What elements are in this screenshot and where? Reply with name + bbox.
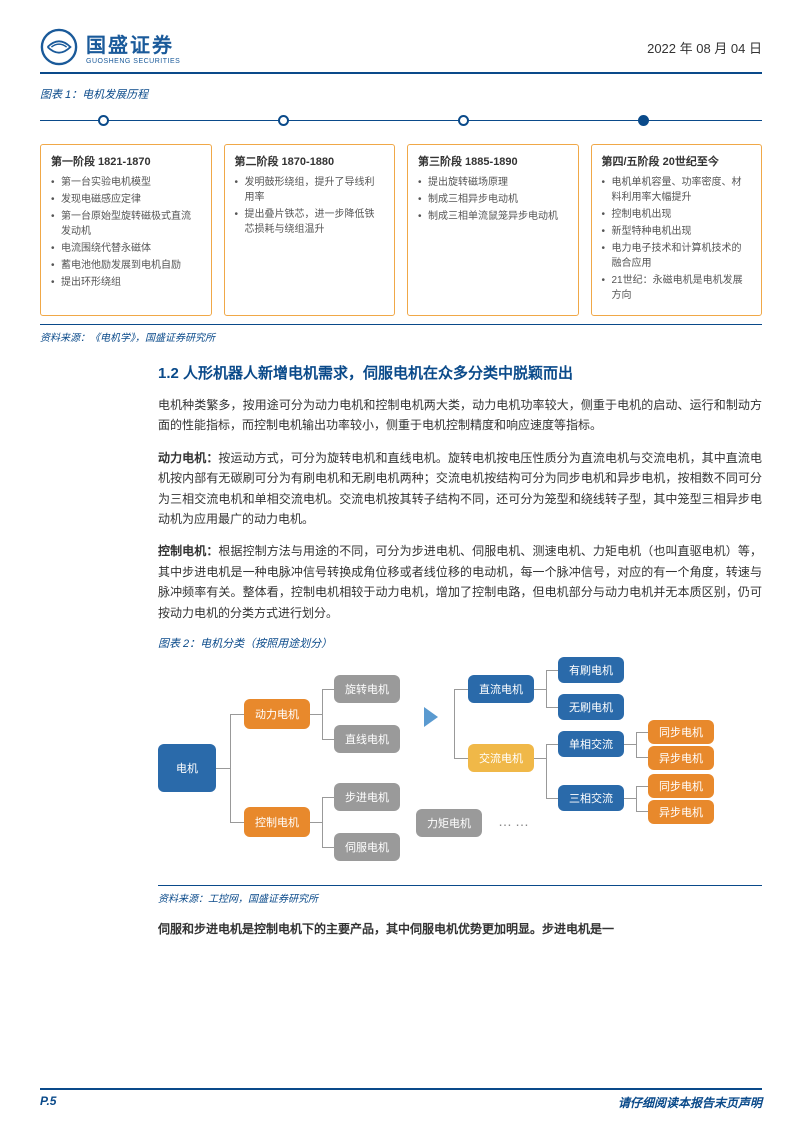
company-name-en: GUOSHENG SECURITIES [86,58,180,65]
para2-text: 按运动方式，可分为旋转电机和直线电机。旋转电机按电压性质分为直流电机与交流电机，… [158,451,762,526]
figure-1-title: 图表 1：电机发展历程 [40,86,762,102]
report-date: 2022 年 08 月 04 日 [647,38,762,57]
stage-item: 21世纪：永磁电机是电机发展方向 [602,273,752,303]
stage-item: 制成三相单流鼠笼异步电动机 [418,209,568,224]
stage-item: 新型特种电机出现 [602,224,752,239]
stage-item: 蓄电池他励发展到电机自励 [51,258,201,273]
last-paragraph: 伺服和步进电机是控制电机下的主要产品，其中伺服电机优势更加明显。步进电机是一 [158,919,762,939]
node-rotate: 旋转电机 [334,675,400,703]
page-footer: P.5 请仔细阅读本报告末页声明 [40,1088,762,1111]
node-root: 电机 [158,744,216,792]
stage-item: 提出叠片铁芯，进一步降低铁芯损耗与绕组温升 [235,207,385,237]
stage-item: 制成三相异步电动机 [418,192,568,207]
stage-item: 电流围绕代替永磁体 [51,241,201,256]
node-brush: 有刷电机 [558,657,624,683]
figure-2-source: 资料来源：工控网，国盛证券研究所 [158,885,762,905]
timeline-stages: 第一阶段 1821-1870 第一台实验电机模型 发现电磁感应定律 第一台原始型… [40,144,762,316]
figure-2-title: 图表 2：电机分类（按照用途划分） [158,635,762,651]
figure-2-diagram: 电机 动力电机 控制电机 旋转电机 直线电机 步进电机 伺服电机 力矩电机 ……… [158,659,762,879]
stage-title: 第四/五阶段 20世纪至今 [602,153,752,169]
node-linear: 直线电机 [334,725,400,753]
node-sync2: 同步电机 [648,774,714,798]
stage-4: 第四/五阶段 20世纪至今 电机单机容量、功率密度、材料利用率大幅提升 控制电机… [591,144,763,316]
node-async1: 异步电机 [648,746,714,770]
node-dc: 直流电机 [468,675,534,703]
stage-2: 第二阶段 1870-1880 发明鼓形绕组，提升了导线利用率 提出叠片铁芯，进一… [224,144,396,316]
logo-icon [40,28,78,66]
node-single: 单相交流 [558,731,624,757]
node-three: 三相交流 [558,785,624,811]
node-torque: 力矩电机 [416,809,482,837]
node-async2: 异步电机 [648,800,714,824]
stage-3: 第三阶段 1885-1890 提出旋转磁场原理 制成三相异步电动机 制成三相单流… [407,144,579,316]
stage-title: 第一阶段 1821-1870 [51,153,201,169]
stage-item: 发现电磁感应定律 [51,192,201,207]
paragraph-1: 电机种类繁多，按用途可分为动力电机和控制电机两大类，动力电机功率较大，侧重于电机… [158,395,762,436]
stage-title: 第三阶段 1885-1890 [418,153,568,169]
section-1-2-title: 1.2 人形机器人新增电机需求，伺服电机在众多分类中脱颖而出 [158,362,762,383]
stage-item: 控制电机出现 [602,207,752,222]
stage-item: 电机单机容量、功率密度、材料利用率大幅提升 [602,175,752,205]
page-number: P.5 [40,1094,56,1111]
paragraph-3: 控制电机：根据控制方法与用途的不同，可分为步进电机、伺服电机、测速电机、力矩电机… [158,541,762,623]
paragraph-2: 动力电机：按运动方式，可分为旋转电机和直线电机。旋转电机按电压性质分为直流电机与… [158,448,762,530]
node-ac: 交流电机 [468,744,534,772]
stage-item: 提出环形绕组 [51,275,201,290]
stage-item: 提出旋转磁场原理 [418,175,568,190]
stage-item: 发明鼓形绕组，提升了导线利用率 [235,175,385,205]
company-name-cn: 国盛证券 [86,29,180,58]
node-servo: 伺服电机 [334,833,400,861]
node-power: 动力电机 [244,699,310,729]
node-brushless: 无刷电机 [558,694,624,720]
stage-title: 第二阶段 1870-1880 [235,153,385,169]
para3-bold: 控制电机： [158,544,218,558]
company-logo: 国盛证券 GUOSHENG SECURITIES [40,28,180,66]
node-control: 控制电机 [244,807,310,837]
node-step: 步进电机 [334,783,400,811]
para2-bold: 动力电机： [158,451,218,465]
last-text: 伺服和步进电机是控制电机下的主要产品，其中伺服电机优势更加明显。步进电机是一 [158,922,614,936]
stage-1: 第一阶段 1821-1870 第一台实验电机模型 发现电磁感应定律 第一台原始型… [40,144,212,316]
stage-item: 第一台实验电机模型 [51,175,201,190]
disclaimer-text: 请仔细阅读本报告末页声明 [618,1094,762,1111]
stage-item: 第一台原始型旋转磁极式直流发动机 [51,209,201,239]
stage-item: 电力电子技术和计算机技术的融合应用 [602,241,752,271]
ellipsis: …… [498,813,532,829]
node-sync1: 同步电机 [648,720,714,744]
para3-text: 根据控制方法与用途的不同，可分为步进电机、伺服电机、测速电机、力矩电机（也叫直驱… [158,544,762,619]
arrow-icon [424,707,438,727]
page-header: 国盛证券 GUOSHENG SECURITIES 2022 年 08 月 04 … [40,28,762,74]
figure-1-source: 资料来源：《电机学》，国盛证券研究所 [40,324,762,344]
timeline [40,112,762,136]
